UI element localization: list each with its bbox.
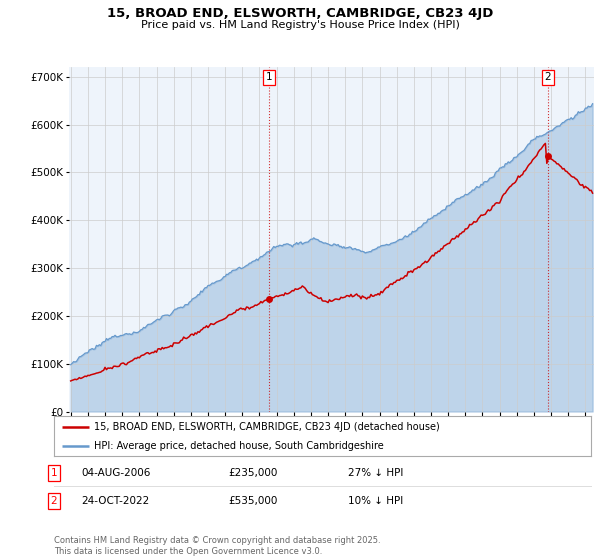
Text: 27% ↓ HPI: 27% ↓ HPI xyxy=(348,468,403,478)
Text: 10% ↓ HPI: 10% ↓ HPI xyxy=(348,496,403,506)
Text: 1: 1 xyxy=(266,72,273,82)
Text: 15, BROAD END, ELSWORTH, CAMBRIDGE, CB23 4JD: 15, BROAD END, ELSWORTH, CAMBRIDGE, CB23… xyxy=(107,7,493,20)
Text: 24-OCT-2022: 24-OCT-2022 xyxy=(81,496,149,506)
Text: 2: 2 xyxy=(50,496,58,506)
Text: HPI: Average price, detached house, South Cambridgeshire: HPI: Average price, detached house, Sout… xyxy=(94,441,384,451)
Text: £235,000: £235,000 xyxy=(228,468,277,478)
Text: 15, BROAD END, ELSWORTH, CAMBRIDGE, CB23 4JD (detached house): 15, BROAD END, ELSWORTH, CAMBRIDGE, CB23… xyxy=(94,422,440,432)
Text: 1: 1 xyxy=(50,468,58,478)
Text: Price paid vs. HM Land Registry's House Price Index (HPI): Price paid vs. HM Land Registry's House … xyxy=(140,20,460,30)
Text: 2: 2 xyxy=(545,72,551,82)
Text: £535,000: £535,000 xyxy=(228,496,277,506)
Text: 04-AUG-2006: 04-AUG-2006 xyxy=(81,468,151,478)
Text: Contains HM Land Registry data © Crown copyright and database right 2025.
This d: Contains HM Land Registry data © Crown c… xyxy=(54,536,380,556)
